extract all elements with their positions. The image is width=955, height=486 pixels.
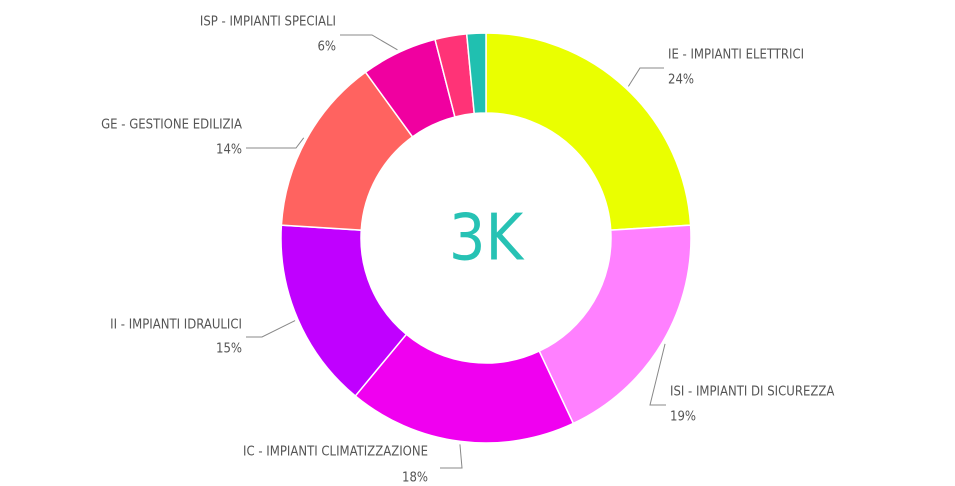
leader-line <box>649 343 666 406</box>
slice-label: ISP - IMPIANTI SPECIALI <box>200 15 336 30</box>
slice-value-label: 18% <box>402 471 428 486</box>
leader-line <box>627 67 664 87</box>
slice-value-label: 19% <box>670 410 696 425</box>
slice-label: ISI - IMPIANTI DI SICUREZZA <box>670 385 834 400</box>
slice-value-label: 14% <box>216 143 242 158</box>
donut-slice <box>465 32 487 115</box>
leader-line <box>440 444 463 469</box>
leader-line <box>340 34 398 51</box>
slice-label: GE - GESTIONE EDILIZIA <box>101 118 242 133</box>
leader-line <box>246 320 296 338</box>
slice-value-label: 24% <box>668 73 694 88</box>
center-label: 3K <box>449 202 525 276</box>
slice-value-label: 15% <box>216 342 242 357</box>
leader-line <box>246 137 305 149</box>
donut-slice <box>485 32 692 231</box>
donut-slice <box>538 224 692 425</box>
slice-label: II - IMPIANTI IDRAULICI <box>110 318 242 333</box>
slice-label: IC - IMPIANTI CLIMATIZZAZIONE <box>243 445 428 460</box>
slice-value-label: 6% <box>317 40 336 55</box>
slice-label: IE - IMPIANTI ELETTRICI <box>668 48 804 63</box>
